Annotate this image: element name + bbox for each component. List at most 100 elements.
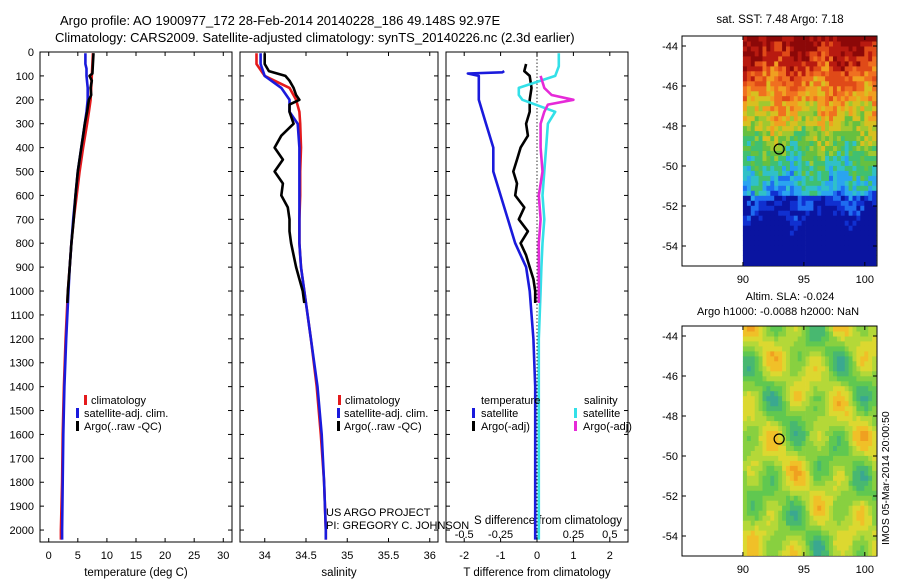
heatmap-cell bbox=[840, 421, 846, 427]
legend-label-satellite: satellite-adj. clim. bbox=[84, 408, 168, 420]
heatmap-cell bbox=[750, 240, 756, 246]
heatmap-cell bbox=[829, 51, 834, 57]
heatmap-cell bbox=[762, 485, 767, 492]
heatmap-cell bbox=[801, 195, 806, 202]
heatmap-cell bbox=[750, 76, 756, 82]
depth-tick-label: 1100 bbox=[10, 310, 34, 322]
heatmap-cell bbox=[868, 505, 873, 512]
heatmap-cell bbox=[856, 371, 861, 377]
heatmap-cell bbox=[864, 210, 869, 217]
heatmap-cell bbox=[817, 51, 822, 57]
heatmap-cell bbox=[778, 66, 783, 72]
heatmap-cell bbox=[801, 215, 806, 222]
heatmap-cell bbox=[848, 106, 853, 112]
heatmap-cell bbox=[860, 485, 865, 492]
heatmap-cell bbox=[848, 490, 853, 497]
heatmap-cell bbox=[821, 500, 826, 507]
heatmap-cell bbox=[872, 260, 877, 266]
heatmap-cell bbox=[864, 441, 869, 447]
heatmap-cell bbox=[801, 190, 806, 197]
heatmap-cell bbox=[860, 515, 865, 522]
heatmap-cell bbox=[805, 165, 810, 172]
heatmap-cell bbox=[778, 245, 783, 251]
heatmap-cell bbox=[750, 381, 756, 387]
heatmap-cell bbox=[766, 500, 771, 507]
s-tick-label: -0.25 bbox=[488, 529, 513, 541]
heatmap-cell bbox=[821, 550, 826, 556]
heatmap-cell bbox=[789, 485, 795, 492]
heatmap-cell bbox=[782, 170, 787, 177]
heatmap-cell bbox=[872, 146, 877, 152]
heatmap-cell bbox=[872, 180, 877, 187]
heatmap-cell bbox=[856, 500, 861, 507]
heatmap-cell bbox=[833, 121, 838, 127]
heatmap-cell bbox=[872, 96, 877, 102]
heatmap-cell bbox=[848, 230, 853, 237]
project-credit: US ARGO PROJECT PI: GREGORY C. JOHNSON bbox=[326, 507, 469, 532]
lat-tick-label: -54 bbox=[662, 241, 678, 253]
heatmap-cell bbox=[872, 460, 877, 467]
heatmap-cell bbox=[801, 111, 806, 117]
heatmap-cell bbox=[746, 525, 752, 531]
heatmap-cell bbox=[789, 106, 795, 112]
heatmap-cell bbox=[825, 225, 830, 232]
heatmap-cell bbox=[848, 131, 853, 137]
heatmap-cell bbox=[809, 71, 814, 77]
heatmap-cell bbox=[836, 470, 842, 477]
heatmap-cell bbox=[786, 470, 791, 477]
heatmap-cell bbox=[825, 470, 830, 477]
heatmap-cell bbox=[750, 515, 756, 522]
heatmap-cell bbox=[856, 490, 861, 497]
heatmap-cell bbox=[797, 505, 802, 512]
heatmap-cell bbox=[746, 225, 752, 232]
heatmap-cell bbox=[742, 66, 748, 72]
heatmap-cell bbox=[742, 475, 748, 482]
heatmap-cell bbox=[778, 530, 783, 536]
heatmap-cell bbox=[833, 151, 838, 157]
heatmap-cell bbox=[872, 185, 877, 192]
heatmap-cell bbox=[789, 121, 795, 127]
heatmap-cell bbox=[840, 215, 846, 222]
heatmap-cell bbox=[805, 136, 810, 142]
heatmap-cell bbox=[813, 520, 818, 527]
heatmap-cell bbox=[809, 426, 814, 432]
heatmap-cell bbox=[817, 225, 822, 232]
heatmap-cell bbox=[778, 525, 783, 531]
heatmap-cell bbox=[750, 141, 756, 147]
heatmap-cell bbox=[825, 151, 830, 157]
heatmap-cell bbox=[778, 485, 783, 492]
heatmap-cell bbox=[848, 386, 853, 392]
heatmap-cell bbox=[797, 220, 802, 227]
heatmap-cell bbox=[821, 356, 826, 362]
heatmap-cell bbox=[793, 146, 799, 152]
heatmap-cell bbox=[762, 245, 767, 251]
heatmap-cell bbox=[805, 106, 810, 112]
heatmap-cell bbox=[864, 366, 869, 372]
heatmap-cell bbox=[786, 195, 791, 202]
heatmap-cell bbox=[801, 210, 806, 217]
heatmap-cell bbox=[805, 260, 810, 266]
heatmap-cell bbox=[793, 126, 799, 132]
heatmap-cell bbox=[793, 371, 799, 377]
heatmap-cell bbox=[750, 116, 756, 122]
heatmap-cell bbox=[844, 91, 849, 97]
heatmap-cell bbox=[852, 436, 857, 442]
heatmap-cell bbox=[844, 240, 849, 246]
heatmap-cell bbox=[766, 356, 771, 362]
heatmap-cell bbox=[782, 326, 787, 332]
heatmap-cell bbox=[793, 396, 799, 402]
heatmap-cell bbox=[774, 76, 779, 82]
heatmap-cell bbox=[872, 451, 877, 457]
heatmap-cell bbox=[774, 386, 779, 392]
s-tick-label: 0 bbox=[534, 529, 540, 541]
heatmap-cell bbox=[770, 416, 775, 422]
heatmap-cell bbox=[844, 156, 849, 162]
heatmap-cell bbox=[856, 195, 861, 202]
heatmap-cell bbox=[821, 36, 826, 42]
heatmap-cell bbox=[801, 205, 806, 212]
heatmap-cell bbox=[836, 161, 842, 167]
heatmap-cell bbox=[805, 460, 810, 467]
heatmap-cell bbox=[872, 376, 877, 382]
heatmap-cell bbox=[836, 255, 842, 261]
heatmap-cell bbox=[746, 46, 752, 52]
